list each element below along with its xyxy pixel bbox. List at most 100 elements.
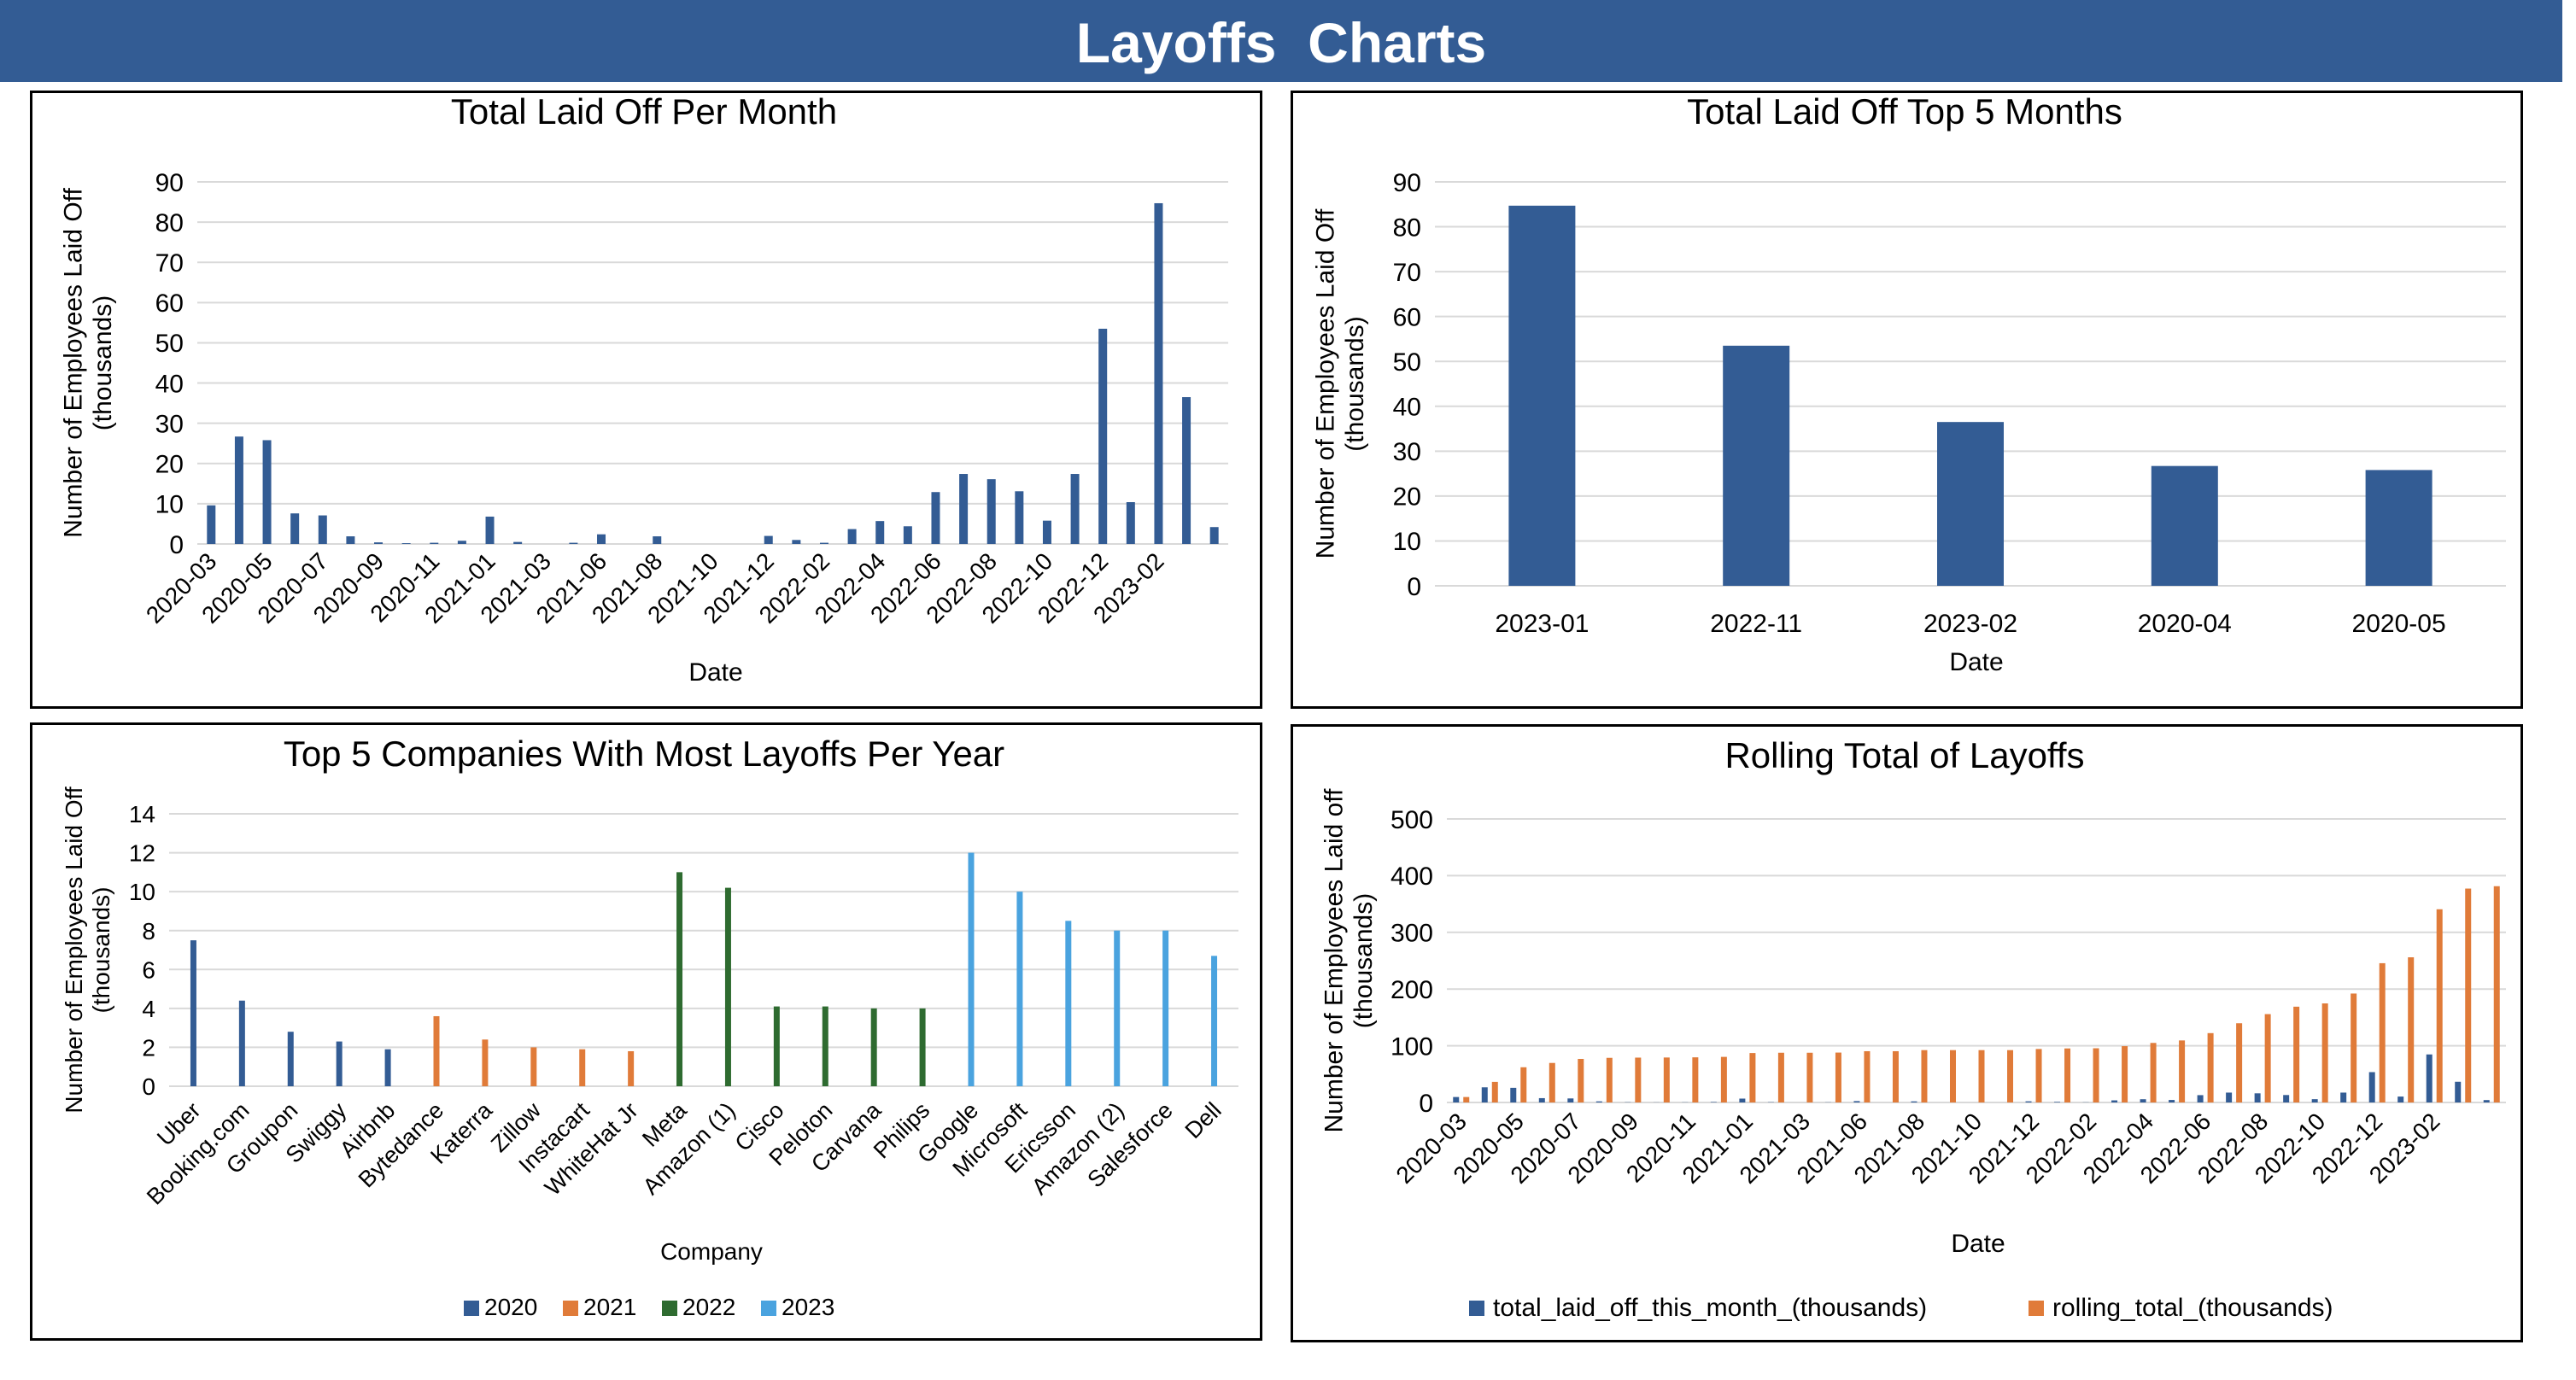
y-tick-label: 0 [169,531,184,559]
legend-label: 2023 [782,1294,834,1320]
bar [1578,1059,1584,1102]
y-tick-label: 20 [155,451,184,479]
bar [1042,520,1051,544]
legend-label: 2021 [583,1294,636,1320]
bar [1937,422,2004,586]
bar [2254,1093,2261,1102]
y-tick-label: 90 [155,169,184,197]
bar [1606,1057,1613,1102]
bar [2264,1014,2271,1102]
bar [1806,1052,1813,1102]
bar [401,543,411,544]
legend-swatch [464,1301,479,1316]
bar [1098,328,1108,544]
bar [773,1006,780,1086]
x-tick-label: 2020-05 [2352,610,2446,638]
bar [2207,1032,2214,1102]
bar [1065,921,1072,1086]
bar [2436,909,2443,1102]
bar [792,540,801,544]
bar [1481,1087,1488,1102]
bar [1978,1050,1985,1102]
bar [653,536,662,544]
bar [959,474,969,544]
y-tick-label: 30 [1393,438,1421,466]
bar [1114,930,1121,1086]
y-tick-label: 70 [155,249,184,278]
legend-swatch [662,1301,677,1316]
chart-per-month: Total Laid Off Per Month 0 10 20 30 40 50 60 70 8… [60,93,1228,687]
chart-panel-top5-months: Total Laid Off Top 5 Months 0 10 20 30 40 50 60… [1291,91,2523,709]
chart-title: Rolling Total of Layoffs [1724,735,2084,775]
bar [2226,1092,2233,1102]
bar [433,1015,440,1086]
bar [2007,1050,2014,1102]
bar [1567,1098,1574,1102]
legend-swatch [1469,1301,1484,1316]
bar [1692,1057,1699,1102]
bar [374,542,383,544]
bar [2311,1099,2318,1102]
bar [764,535,773,544]
y-tick-label: 0 [142,1073,155,1100]
bar [1015,491,1024,544]
bar [1663,1057,1670,1102]
bar [1921,1050,1928,1102]
bar [2093,1048,2099,1102]
bar [1182,397,1191,544]
chart-top5-months: Total Laid Off Top 5 Months 0 10 20 30 40 50 60… [1312,93,2506,676]
x-tick-label: 2022-11 [1710,610,1802,638]
bar [628,1050,635,1086]
y-tick-label: 10 [129,879,155,905]
bar [2426,1054,2433,1102]
chart-top-companies: Top 5 Companies With Most Layoffs Per Ye… [61,734,1238,1320]
y-tick-label: 300 [1390,920,1433,948]
bar [903,526,912,544]
bar [1453,1096,1460,1102]
y-tick-label: 40 [1393,394,1421,422]
y-tick-label: 50 [155,330,184,358]
bar [579,1049,586,1086]
bar [2465,888,2472,1102]
legend-label: 2020 [484,1294,537,1320]
y-axis-label: Number of Employees Laid Off(thousands) [61,786,114,1114]
bar [1635,1057,1642,1102]
y-axis-label: Number of Employees Laid off(thousands) [1320,788,1379,1133]
bar [1211,956,1218,1086]
bar [2064,1048,2071,1102]
y-axis-label: Number of Employees Laid Off(thousands) [1312,208,1370,558]
bar [2483,1100,2490,1102]
bar [2140,1099,2146,1102]
x-tick-label: 2023-01 [1495,610,1589,638]
bar [2169,1100,2175,1102]
bar [1508,205,1576,587]
bar [875,521,885,544]
bar [287,1032,294,1086]
bar [1510,1087,1517,1102]
y-tick-label: 70 [1393,259,1421,287]
bar [2365,470,2433,586]
y-tick-label: 0 [1419,1090,1433,1118]
bar [346,536,355,544]
y-tick-label: 80 [155,209,184,237]
bar [2368,1072,2375,1102]
bar [2197,1095,2204,1102]
bar [2236,1023,2243,1102]
y-tick-label: 500 [1390,806,1433,834]
y-tick-label: 200 [1390,976,1433,1004]
y-tick-label: 10 [1393,528,1421,556]
legend-swatch [761,1301,776,1316]
bar [1777,1052,1784,1102]
bar [2179,1040,2186,1102]
bar [336,1041,342,1086]
bar [430,542,439,544]
legend-swatch [2029,1301,2044,1316]
bar [1864,1050,1871,1102]
bar [1520,1067,1527,1102]
y-tick-label: 2 [142,1035,155,1061]
y-tick-label: 50 [1393,348,1421,377]
bar [724,887,731,1086]
bar [1126,502,1135,544]
bar [2321,1003,2328,1102]
y-tick-label: 80 [1393,213,1421,242]
